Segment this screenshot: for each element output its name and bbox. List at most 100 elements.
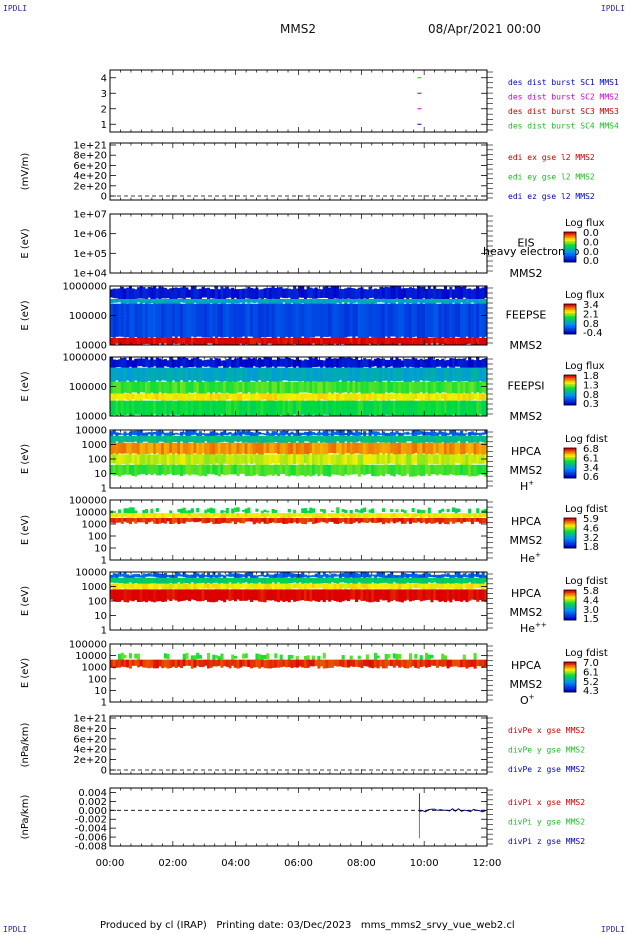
spectrogram-cell-feepse — [231, 303, 235, 337]
spectrogram-cell-feepsi — [268, 381, 272, 395]
spectrogram-cell-hpca-hepp — [390, 572, 394, 579]
spectrogram-cell-hpca-h — [136, 442, 141, 455]
spectrogram-cell-feepsi — [311, 400, 316, 415]
spectrogram-cell-feepse — [430, 288, 434, 299]
spectrogram-cell-hpca-h — [158, 435, 162, 442]
spectrogram-cell-feepsi — [314, 357, 318, 367]
spectrogram-cell-feepsi — [155, 381, 159, 394]
spectrogram-cell-hpca-he — [212, 518, 216, 525]
spectrogram-cell-hpca-h — [239, 442, 243, 455]
spectrogram-cell-feepse — [311, 288, 316, 299]
spectrogram-cell-hpca-o — [314, 659, 318, 667]
spectrogram-cell-feepse — [449, 298, 453, 305]
spectrogram-cell-feepse — [414, 337, 418, 345]
spectrogram-cell-feepse — [341, 337, 345, 344]
spectrogram-cell-hpca-hepp — [180, 589, 184, 602]
spectrogram-cell-hpca-hepp — [336, 589, 340, 602]
spectrogram-cell-feepsi — [381, 367, 386, 381]
spectrogram-cell-hpca-hepp — [341, 583, 345, 589]
spectrogram-cell-feepsi — [392, 359, 396, 368]
spectrogram-cell-feepsi — [478, 400, 483, 415]
spectrogram-cell-feepse — [290, 298, 294, 303]
spectrogram-cell-hpca-hepp — [433, 583, 437, 590]
spectrogram-cell-feepse — [371, 337, 375, 345]
spectrogram-cell-hpca-hepp — [416, 577, 421, 584]
spectrogram-cell-feepsi — [390, 381, 394, 393]
spectrogram-cell-feepsi — [322, 393, 326, 400]
spectrogram-cell-hpca-h — [395, 431, 399, 435]
spectrogram-cell-hpca-hepp — [306, 583, 310, 589]
colorbar-step-hpca-he — [564, 537, 576, 540]
spectrogram-cell-feepse — [285, 288, 289, 299]
colorbar-step-feepse — [564, 305, 576, 308]
y-axis-label-feepse: E (eV) — [20, 300, 31, 330]
spectrogram-cell-hpca-o — [481, 659, 485, 668]
spectrogram-cell-hpca-hepp — [400, 572, 404, 579]
spectrogram-cell-feepse — [247, 303, 251, 337]
spectrogram-cell-hpca-hepp — [209, 589, 213, 603]
spectrogram-cell-hpca-h — [145, 442, 149, 454]
spectrogram-cell-feepsi — [317, 367, 321, 384]
spectrogram-cell-hpca-o — [260, 655, 264, 660]
colorbar-frame-eis — [563, 231, 577, 263]
colorbar-tick-hpca-o: 5.2 — [583, 677, 599, 688]
spectrogram-cell-feepsi — [185, 400, 189, 416]
spectrogram-cell-hpca-hepp — [236, 583, 240, 590]
spectrogram-cell-hpca-h — [408, 454, 412, 465]
spectrogram-cell-feepse — [443, 303, 447, 339]
spectrogram-cell-hpca-hepp — [174, 589, 178, 601]
spectrogram-cell-feepsi — [470, 381, 474, 393]
y-tick-label-edi-e: 2e+20 — [73, 181, 107, 192]
spectrogram-cell-hpca-h — [470, 431, 474, 436]
spectrogram-cell-feepse — [268, 337, 272, 344]
spectrogram-cell-feepsi — [446, 367, 450, 383]
spectrogram-cell-hpca-hepp — [128, 583, 132, 589]
spectrogram-cell-feepse — [274, 298, 278, 305]
spectrogram-cell-hpca-hepp — [204, 583, 208, 589]
spectrogram-cell-feepsi — [416, 359, 421, 369]
y-tick-label-divpe: 2e+20 — [73, 755, 107, 766]
spectrogram-cell-feepse — [338, 303, 342, 339]
spectrogram-cell-hpca-hepp — [478, 589, 483, 600]
spectrogram-cell-hpca-he — [128, 518, 132, 525]
spectrogram-cell-hpca-o — [198, 655, 202, 659]
colorbar-tick-hpca-he: 3.2 — [583, 533, 599, 544]
spectrogram-cell-hpca-h — [438, 454, 442, 465]
spectrogram-cell-hpca-he — [198, 513, 202, 517]
spectrogram-cell-feepsi — [123, 400, 127, 415]
spectrogram-cell-hpca-he — [147, 518, 151, 523]
y-axis-label-hpca-h: E (eV) — [20, 444, 31, 474]
spectrogram-cell-hpca-hepp — [325, 583, 329, 591]
species-charge-hpca-hepp: ++ — [535, 621, 547, 629]
spectrogram-cell-feepsi — [390, 357, 394, 367]
spectrogram-cell-hpca-h — [295, 430, 299, 437]
spectrogram-cell-feepsi — [287, 400, 291, 416]
spectrogram-cell-feepsi — [473, 360, 477, 369]
spectrogram-cell-hpca-he — [449, 518, 453, 522]
spectrogram-cell-hpca-hepp — [255, 589, 259, 601]
spectrogram-cell-feepsi — [153, 393, 157, 400]
spectrogram-cell-hpca-h — [430, 454, 434, 465]
spectrogram-cell-hpca-h — [142, 435, 146, 442]
spectrogram-cell-hpca-h — [314, 442, 318, 455]
spectrogram-cell-hpca-o — [266, 659, 270, 669]
spectrogram-cell-hpca-he — [454, 518, 458, 523]
spectrogram-cell-hpca-h — [279, 431, 283, 436]
spectrogram-cell-hpca-h — [163, 464, 167, 476]
spectrogram-cell-hpca-hepp — [150, 583, 154, 589]
spectrogram-cell-feepsi — [336, 381, 340, 393]
spectrogram-cell-feepsi — [446, 359, 450, 367]
spectrogram-cell-hpca-hepp — [263, 583, 267, 591]
spectrogram-cell-hpca-h — [188, 464, 192, 476]
colorbar-step-hpca-hepp — [564, 600, 576, 603]
spectrogram-cell-feepse — [182, 286, 186, 301]
spectrogram-cell-hpca-hepp — [287, 583, 291, 590]
spectrogram-cell-hpca-hepp — [341, 573, 345, 577]
spectrogram-cell-hpca-hepp — [233, 583, 237, 590]
spectrogram-cell-feepsi — [376, 393, 380, 400]
spectrogram-cell-hpca-o — [136, 659, 141, 668]
spectrogram-cell-feepse — [311, 298, 316, 305]
spectrogram-cell-feepse — [476, 303, 480, 340]
spectrogram-cell-hpca-hepp — [247, 589, 251, 600]
spectrogram-cell-hpca-h — [247, 442, 251, 456]
